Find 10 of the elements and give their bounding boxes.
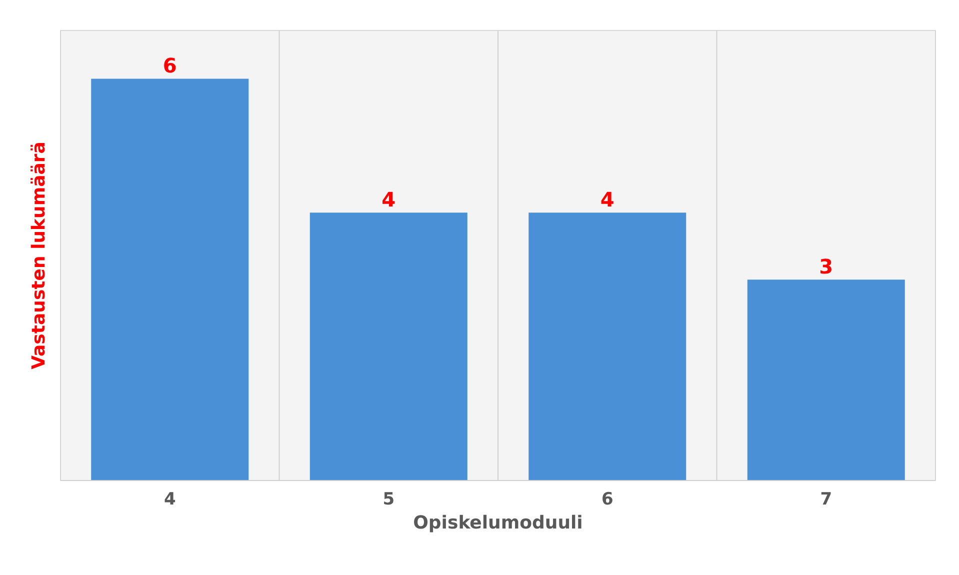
data-label: 6	[162, 54, 177, 78]
x-tick-label: 6	[601, 490, 614, 510]
x-tick-label: 5	[382, 490, 395, 510]
data-label: 4	[382, 188, 396, 212]
data-label: 3	[819, 254, 834, 279]
y-axis-title: Vastausten lukumäärä	[28, 142, 50, 370]
data-label: 4	[600, 188, 614, 212]
x-tick-label: 7	[820, 490, 832, 510]
x-tick-label: 4	[164, 490, 176, 510]
x-axis-title: Opiskelumoduuli	[413, 512, 583, 534]
